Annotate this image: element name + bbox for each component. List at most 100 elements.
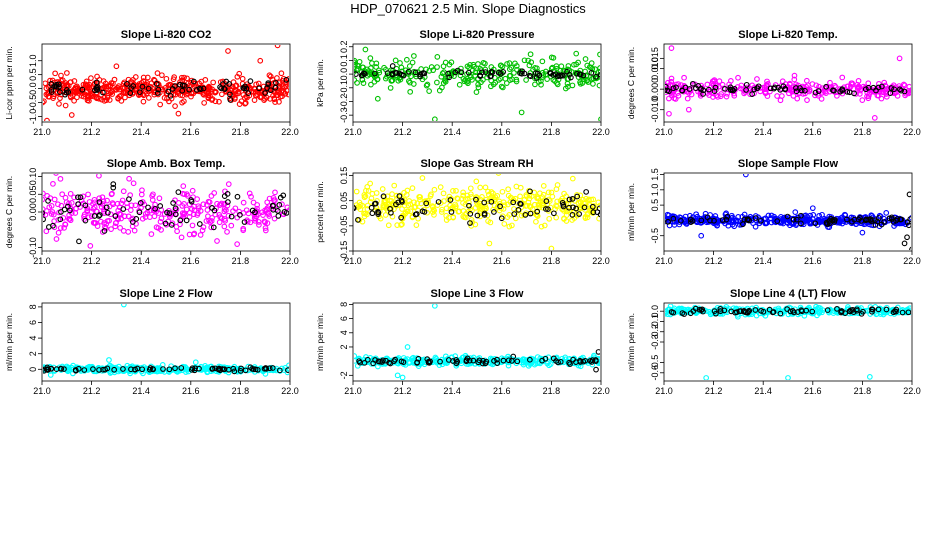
data-point — [120, 228, 127, 234]
data-point — [433, 355, 440, 362]
data-point — [279, 83, 286, 90]
data-point — [104, 92, 111, 99]
data-point — [61, 225, 67, 231]
reference-point — [110, 181, 117, 187]
reference-point — [178, 365, 185, 371]
x-tick-label: 21.6 — [493, 386, 511, 396]
data-point — [409, 59, 416, 66]
y-axis-label: ml/min per min. — [626, 183, 636, 241]
reference-point — [392, 356, 398, 363]
reference-point — [481, 199, 488, 206]
reference-point — [670, 309, 677, 316]
data-point — [424, 81, 431, 88]
data-point — [438, 73, 445, 80]
data-point — [403, 56, 410, 63]
reference-point — [899, 309, 906, 316]
data-point — [492, 194, 499, 201]
data-point — [468, 191, 474, 198]
data-point — [532, 81, 538, 88]
data-point — [485, 218, 491, 224]
reference-point — [752, 215, 759, 221]
reference-point — [370, 360, 376, 367]
data-point — [209, 86, 215, 93]
reference-point — [665, 87, 668, 94]
data-point — [48, 202, 55, 209]
data-point — [71, 194, 77, 201]
data-point — [148, 80, 155, 87]
data-point — [218, 215, 225, 221]
data-point — [204, 207, 211, 213]
reference-point — [48, 80, 55, 87]
data-point — [57, 95, 63, 102]
data-point — [162, 84, 169, 91]
reference-point — [721, 307, 728, 314]
data-point — [597, 68, 600, 75]
reference-point — [139, 366, 145, 373]
data-point — [596, 356, 600, 363]
reference-point — [392, 69, 399, 76]
reference-point — [690, 80, 696, 87]
y-tick-label: 0.5 — [650, 199, 660, 212]
data-point — [228, 222, 235, 229]
data-point — [144, 74, 151, 81]
y-tick-label: -0.1 — [339, 80, 349, 96]
data-point — [460, 76, 467, 82]
reference-point — [809, 308, 816, 315]
reference-point — [452, 69, 459, 76]
data-point — [467, 205, 474, 212]
data-point — [43, 211, 46, 218]
data-point — [251, 97, 258, 103]
reference-point — [862, 86, 869, 93]
data-point — [447, 202, 453, 209]
reference-point — [170, 200, 176, 206]
reference-point — [172, 83, 178, 89]
x-tick-label: 21.8 — [854, 127, 872, 137]
reference-point — [120, 366, 126, 372]
reference-point — [188, 367, 195, 373]
data-point — [89, 363, 95, 370]
outlier-point — [120, 304, 127, 308]
data-point — [443, 217, 450, 223]
reference-point — [729, 86, 736, 93]
reference-point — [81, 367, 88, 373]
data-point — [200, 201, 207, 208]
y-tick-label: 6 — [339, 316, 349, 321]
data-point — [440, 190, 447, 197]
y-axis-label: percent per min. — [315, 181, 325, 242]
reference-point — [96, 213, 102, 219]
reference-point — [177, 217, 184, 224]
data-point — [397, 60, 403, 66]
reference-point — [63, 89, 70, 96]
data-point — [94, 73, 100, 80]
x-tick-label: 21.4 — [754, 386, 772, 396]
data-point — [261, 97, 267, 103]
data-point — [430, 67, 436, 74]
reference-point — [745, 308, 752, 315]
data-point — [426, 67, 433, 74]
data-point — [156, 365, 163, 371]
reference-point — [905, 309, 911, 316]
outlier-point — [906, 191, 911, 198]
x-tick-label: 21.8 — [854, 256, 872, 266]
data-point — [240, 199, 247, 206]
data-point — [410, 81, 417, 87]
x-tick-label: 21.8 — [854, 386, 872, 396]
data-point — [528, 355, 534, 362]
reference-point — [77, 194, 84, 201]
reference-point — [687, 310, 694, 317]
reference-point — [481, 210, 488, 217]
data-point — [212, 89, 218, 96]
x-tick-label: 22.0 — [592, 386, 610, 396]
data-point — [538, 223, 545, 230]
reference-point — [216, 365, 222, 372]
data-point — [271, 215, 278, 222]
reference-point — [749, 91, 755, 97]
chart-panel-9: Slope Line 4 (LT) Flow 21.0 21.2 21.4 21.6 21… — [626, 288, 921, 396]
data-point — [569, 217, 575, 223]
data-point — [803, 77, 810, 84]
data-point — [240, 225, 247, 232]
reference-point — [698, 217, 705, 224]
data-point — [189, 187, 196, 194]
x-tick-label: 21.8 — [543, 127, 561, 137]
chart-title: Slope Li-820 CO2 — [121, 29, 211, 41]
